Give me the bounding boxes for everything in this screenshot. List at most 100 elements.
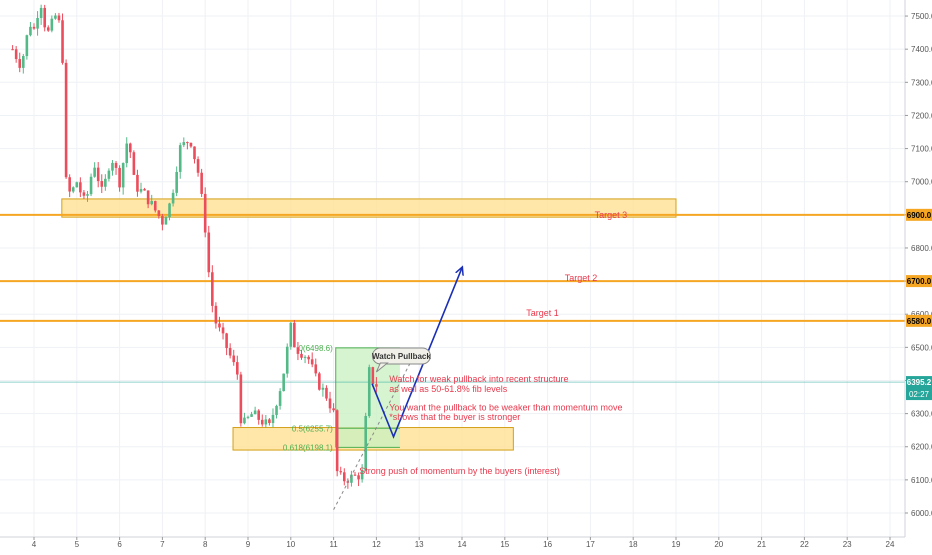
candle-body xyxy=(236,362,239,375)
candle-body xyxy=(189,142,193,147)
candle-body xyxy=(332,408,335,411)
candle-body xyxy=(318,373,321,390)
time-tick-label: 7 xyxy=(160,540,165,549)
candle xyxy=(300,349,303,360)
candle-body xyxy=(268,419,271,424)
candle-body xyxy=(328,398,332,409)
candle-body xyxy=(89,176,93,195)
candle-body xyxy=(146,190,150,205)
candle-body xyxy=(86,194,89,196)
candle-body xyxy=(232,355,236,363)
candle-body xyxy=(121,163,125,188)
candle-body xyxy=(296,347,300,354)
candle-body xyxy=(153,201,157,211)
level-price-badge: 6700.0 xyxy=(906,275,932,288)
candle xyxy=(203,187,207,238)
level-price-badge: 6580.0 xyxy=(906,314,932,327)
candle xyxy=(104,174,107,191)
candle xyxy=(285,343,289,378)
dashed-trend-line xyxy=(333,353,416,510)
candle xyxy=(136,169,139,197)
candle xyxy=(314,358,318,377)
candle-body xyxy=(46,27,50,31)
candle-body xyxy=(61,20,64,63)
candle-body xyxy=(285,346,289,374)
candles xyxy=(11,4,378,489)
candle-body xyxy=(207,232,211,273)
candle xyxy=(86,190,89,202)
price-tick-label: 6000.0 xyxy=(911,509,932,518)
candle-body xyxy=(293,322,296,348)
candle xyxy=(182,137,186,148)
candle xyxy=(335,409,339,477)
candle xyxy=(310,352,314,368)
candle xyxy=(125,137,129,168)
candle-body xyxy=(307,356,310,360)
level-badge-bg xyxy=(906,314,932,327)
candle-body xyxy=(14,49,18,60)
candle xyxy=(375,377,378,393)
candle-body xyxy=(150,201,153,205)
time-tick-label: 11 xyxy=(329,540,338,549)
callout-tail xyxy=(375,362,389,373)
time-tick-label: 8 xyxy=(203,540,208,549)
candle xyxy=(132,150,136,176)
candle xyxy=(186,141,189,150)
candle-body xyxy=(353,474,357,476)
candle xyxy=(150,194,153,206)
candle-body xyxy=(250,414,253,417)
candle xyxy=(246,415,250,420)
candle xyxy=(18,52,22,73)
fib-level-label: 0(6498.6) xyxy=(298,344,333,353)
candle xyxy=(64,59,68,179)
candle xyxy=(96,162,100,188)
candle-body xyxy=(193,146,196,160)
candle xyxy=(153,200,157,213)
candle-body xyxy=(278,391,282,406)
candle-body xyxy=(264,419,268,425)
level-badge-label: 6580.0 xyxy=(907,317,932,326)
candle-body xyxy=(18,59,22,68)
candle-body xyxy=(321,387,325,390)
candle-body xyxy=(111,162,114,171)
annotation-text: Watch for weak pullback into recent stru… xyxy=(389,374,568,384)
candle xyxy=(339,466,343,475)
annotation-text: as well as 50-61.8% fib levels xyxy=(389,384,508,394)
annotation-text: Target 3 xyxy=(595,210,628,220)
candle-body xyxy=(171,192,175,204)
candle xyxy=(328,391,332,413)
candle-body xyxy=(32,26,36,29)
candle-body xyxy=(118,167,121,188)
candle-body xyxy=(211,272,214,306)
candle-body xyxy=(289,322,293,347)
candle-body xyxy=(114,162,118,168)
candle-body xyxy=(257,410,260,420)
candle xyxy=(350,470,353,487)
candle xyxy=(196,156,200,177)
candle-body xyxy=(203,193,207,233)
structure-zone xyxy=(61,198,677,218)
candle xyxy=(289,322,293,350)
candle xyxy=(82,190,86,199)
time-tick-label: 17 xyxy=(586,540,595,549)
candle xyxy=(303,355,307,364)
candle xyxy=(232,349,236,366)
candle-body xyxy=(253,410,257,415)
candle xyxy=(307,355,310,364)
candle-body xyxy=(310,359,314,365)
candle-body xyxy=(375,384,378,387)
candle xyxy=(39,4,43,25)
candle xyxy=(236,355,239,380)
candle xyxy=(250,411,253,418)
time-axis: 4 5 6 7 8 9 10 11 12 13 14 15 16 17 18 19 20 21 22 23 24 xyxy=(0,536,905,549)
candle xyxy=(189,142,193,148)
candle xyxy=(193,146,196,164)
time-tick-label: 20 xyxy=(714,540,723,549)
candle xyxy=(11,45,14,51)
candle xyxy=(360,464,364,483)
time-tick-label: 14 xyxy=(458,540,467,549)
candle-body xyxy=(157,210,161,217)
candle-body xyxy=(367,367,371,417)
